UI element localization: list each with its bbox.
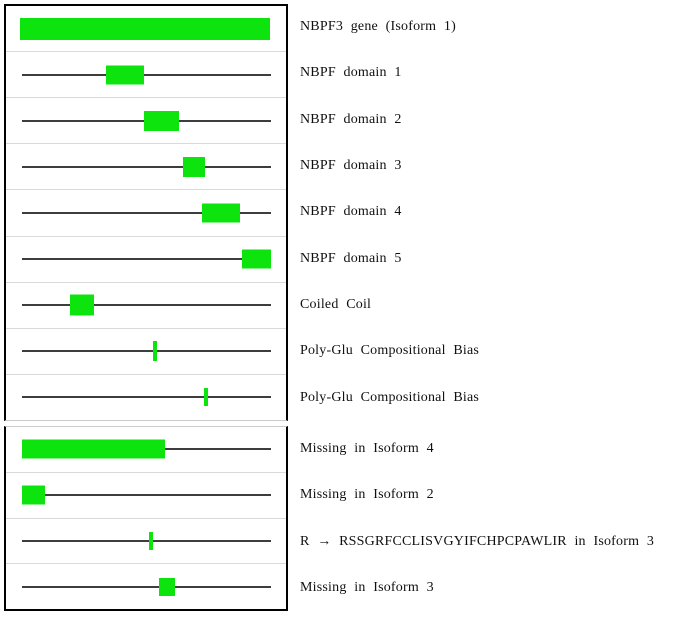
track-row-poly-glu-bias-2 bbox=[6, 375, 286, 420]
track-row-nbpf-domain-1 bbox=[6, 52, 286, 99]
feature-label-text: Missing in Isoform 2 bbox=[300, 487, 434, 503]
feature-box-nbpf-domain-4 bbox=[202, 203, 240, 223]
feature-label-row: NBPF3 gene (Isoform 1) bbox=[300, 4, 676, 50]
feature-label-text: NBPF domain 1 bbox=[300, 65, 402, 81]
feature-label-row: NBPF domain 4 bbox=[300, 189, 676, 235]
feature-label-row: NBPF domain 2 bbox=[300, 97, 676, 143]
feature-baseline bbox=[22, 211, 271, 214]
feature-section-gene-domains-and-features: NBPF3 gene (Isoform 1) NBPF domain 1 NBP… bbox=[4, 4, 676, 421]
track-row-coiled-coil bbox=[6, 283, 286, 329]
feature-label-text: Poly-Glu Compositional Bias bbox=[300, 343, 480, 359]
feature-tick-substitution-isoform-3 bbox=[149, 531, 153, 550]
feature-label-row: NBPF domain 1 bbox=[300, 50, 676, 96]
label-column: NBPF3 gene (Isoform 1) NBPF domain 1 NBP… bbox=[300, 4, 676, 421]
feature-baseline bbox=[22, 539, 271, 542]
feature-box-missing-isoform-3 bbox=[159, 577, 175, 596]
track-row-gene-span bbox=[6, 6, 286, 53]
feature-label-row: Poly-Glu Compositional Bias bbox=[300, 328, 676, 374]
track-box bbox=[4, 426, 288, 611]
feature-baseline bbox=[22, 585, 271, 588]
feature-label-row: NBPF domain 3 bbox=[300, 143, 676, 189]
feature-box-coiled-coil bbox=[70, 294, 94, 316]
feature-label-text: Missing in Isoform 4 bbox=[300, 441, 434, 457]
feature-label-text: NBPF3 gene (Isoform 1) bbox=[300, 19, 456, 35]
track-row-missing-isoform-2 bbox=[6, 473, 286, 519]
feature-label-text: Coiled Coil bbox=[300, 297, 372, 313]
feature-label-text: NBPF domain 3 bbox=[300, 158, 402, 174]
feature-bar-gene-span bbox=[20, 17, 270, 40]
feature-label-row: Missing in Isoform 4 bbox=[300, 426, 676, 472]
feature-label-text: R → RSSGRFCCLISVGYIFCHPCPAWLIR in Isofor… bbox=[300, 533, 655, 549]
feature-box-nbpf-domain-3 bbox=[183, 156, 205, 177]
feature-tick-poly-glu-bias-2 bbox=[204, 388, 208, 407]
feature-baseline bbox=[22, 396, 271, 399]
feature-baseline bbox=[22, 258, 271, 261]
track-row-missing-isoform-4 bbox=[6, 427, 286, 473]
feature-box-missing-isoform-2 bbox=[22, 485, 45, 505]
track-row-nbpf-domain-4 bbox=[6, 190, 286, 237]
feature-label-text: NBPF domain 2 bbox=[300, 111, 402, 127]
feature-baseline bbox=[22, 73, 271, 76]
label-column: Missing in Isoform 4 Missing in Isoform … bbox=[300, 426, 676, 611]
feature-baseline bbox=[22, 304, 271, 307]
feature-label-row: Missing in Isoform 2 bbox=[300, 472, 676, 518]
feature-box-nbpf-domain-2 bbox=[144, 110, 179, 131]
feature-baseline bbox=[22, 350, 271, 353]
feature-label-text: Poly-Glu Compositional Bias bbox=[300, 389, 480, 405]
track-row-nbpf-domain-3 bbox=[6, 144, 286, 191]
feature-label-text: Missing in Isoform 3 bbox=[300, 579, 434, 595]
track-row-poly-glu-bias-1 bbox=[6, 329, 286, 375]
track-row-nbpf-domain-5 bbox=[6, 237, 286, 283]
track-row-nbpf-domain-2 bbox=[6, 98, 286, 145]
feature-label-text: NBPF domain 4 bbox=[300, 204, 402, 220]
feature-tick-poly-glu-bias-1 bbox=[153, 341, 157, 362]
track-box bbox=[4, 4, 288, 421]
feature-label-row: Coiled Coil bbox=[300, 282, 676, 328]
feature-bar-missing-isoform-4 bbox=[22, 439, 165, 459]
feature-label-row: R → RSSGRFCCLISVGYIFCHPCPAWLIR in Isofor… bbox=[300, 519, 676, 565]
feature-baseline bbox=[22, 165, 271, 168]
feature-label-row: NBPF domain 5 bbox=[300, 236, 676, 282]
feature-box-nbpf-domain-5 bbox=[242, 249, 271, 269]
feature-label-row: Missing in Isoform 3 bbox=[300, 565, 676, 611]
feature-baseline bbox=[22, 494, 271, 497]
feature-label-row: Poly-Glu Compositional Bias bbox=[300, 375, 676, 421]
feature-section-isoform-differences: Missing in Isoform 4 Missing in Isoform … bbox=[4, 426, 676, 611]
track-row-missing-isoform-3 bbox=[6, 564, 286, 609]
feature-label-text: NBPF domain 5 bbox=[300, 250, 402, 266]
track-row-substitution-isoform-3 bbox=[6, 519, 286, 565]
feature-box-nbpf-domain-1 bbox=[106, 65, 144, 85]
